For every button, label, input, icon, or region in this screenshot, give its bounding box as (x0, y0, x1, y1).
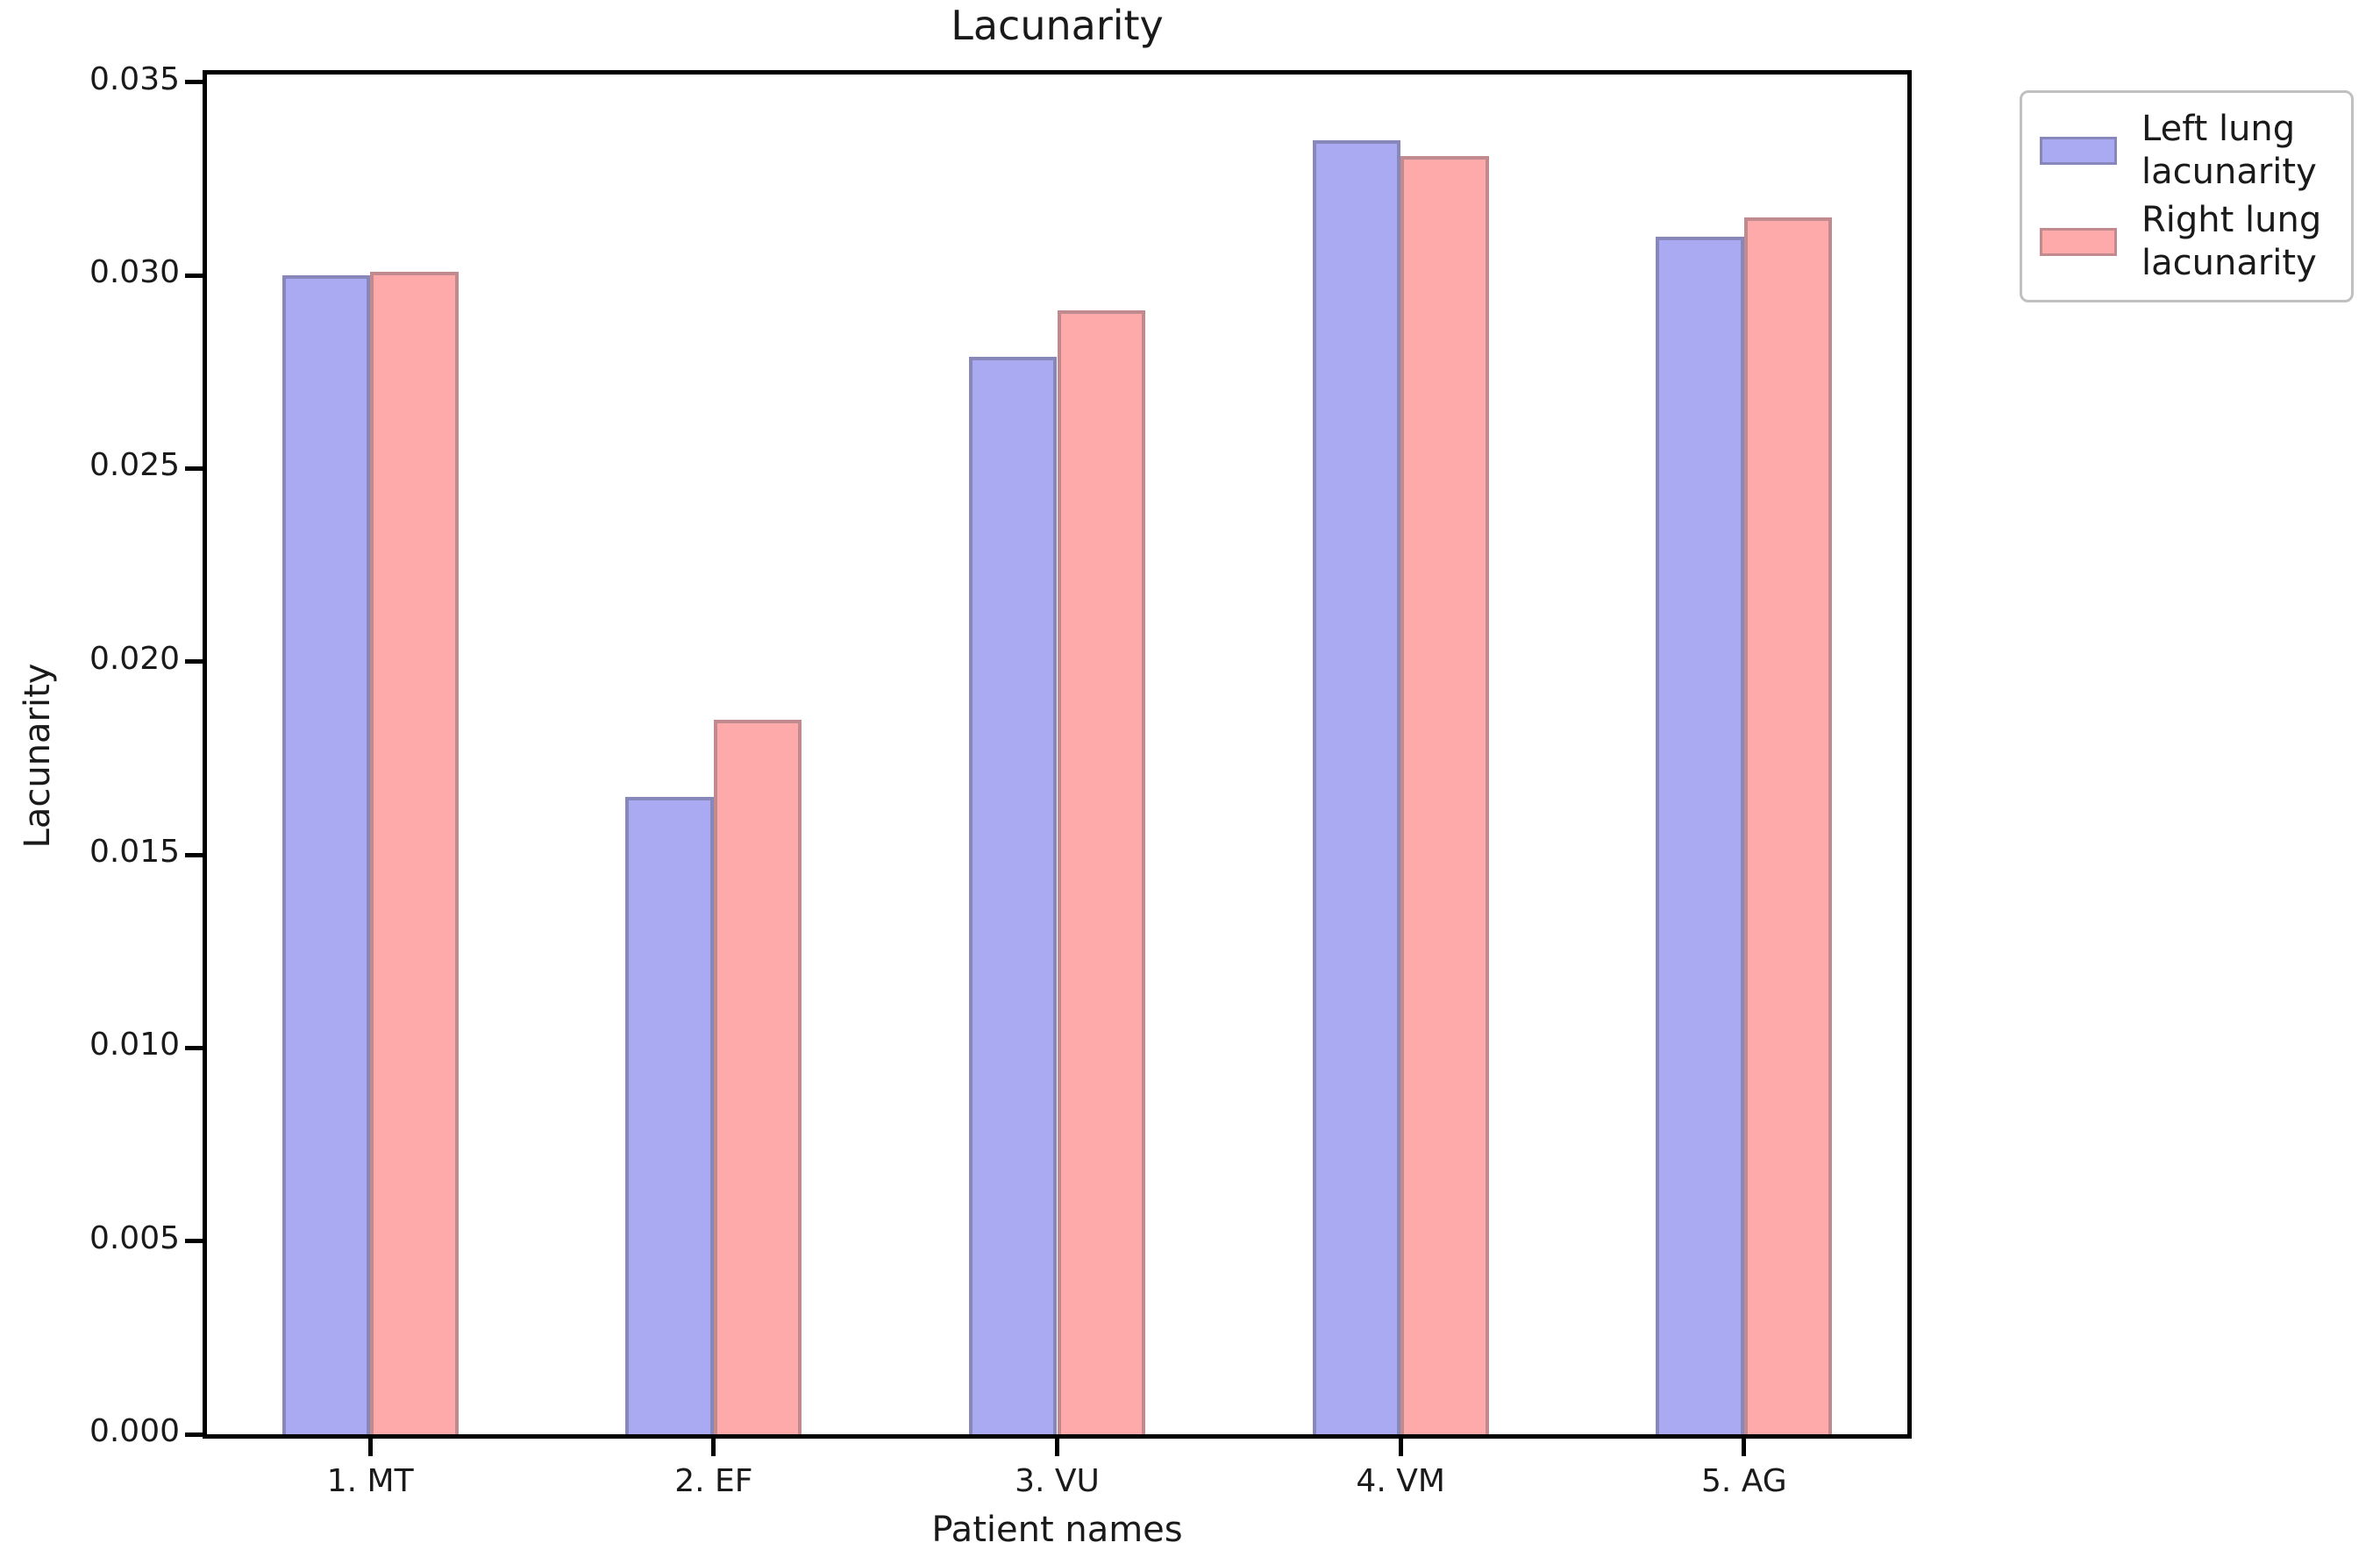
x-tick-mark (1055, 1439, 1059, 1456)
legend-entry-right-lung: Right lung lacunarity (2040, 199, 2334, 285)
y-tick-label: 0.030 (89, 254, 180, 291)
y-axis-label: Lacunarity (18, 663, 58, 849)
bar-left-lung (625, 796, 714, 1434)
x-tick-mark (1398, 1439, 1403, 1456)
bar-left-lung (969, 356, 1058, 1434)
x-tick-label: 4. VM (1356, 1463, 1445, 1499)
x-tick-mark (711, 1439, 716, 1456)
y-tick-label: 0.025 (89, 447, 180, 484)
y-tick-label: 0.005 (89, 1219, 180, 1256)
bar-right-lung (1743, 217, 1833, 1434)
x-tick-label: 2. EF (674, 1463, 753, 1499)
bar-left-lung (1312, 139, 1401, 1434)
x-tick-label: 1. MT (326, 1463, 414, 1499)
y-tick-mark (185, 1432, 203, 1437)
y-tick-mark (185, 273, 203, 278)
bar-left-lung (1656, 237, 1744, 1434)
legend-swatch (2040, 228, 2117, 256)
bar-left-lung (281, 275, 371, 1434)
y-tick-mark (185, 466, 203, 471)
y-tick-mark (185, 80, 203, 85)
legend-label: Left lung lacunarity (2141, 109, 2317, 192)
y-tick-mark (185, 659, 203, 665)
x-tick-mark (1742, 1439, 1747, 1456)
legend-swatch (2040, 137, 2117, 165)
x-tick-label: 3. VU (1015, 1463, 1100, 1499)
bar-right-lung (1400, 155, 1489, 1434)
legend: Left lung lacunarity Right lung lacunarit… (2020, 90, 2354, 302)
y-tick-label: 0.035 (89, 60, 180, 97)
y-tick-mark (185, 1045, 203, 1050)
y-tick-mark (185, 1239, 203, 1244)
bar-right-lung (1057, 309, 1145, 1434)
chart-title: Lacunarity (951, 2, 1164, 49)
y-tick-label: 0.010 (89, 1027, 180, 1063)
y-tick-mark (185, 852, 203, 857)
legend-entry-left-lung: Left lung lacunarity (2040, 108, 2334, 194)
x-axis-label: Patient names (931, 1510, 1183, 1550)
y-tick-label: 0.020 (89, 640, 180, 677)
x-tick-mark (367, 1439, 373, 1456)
bar-right-lung (713, 719, 802, 1434)
bar-right-lung (370, 271, 459, 1434)
x-tick-label: 5. AG (1701, 1463, 1787, 1499)
legend-label: Right lung lacunarity (2141, 200, 2322, 283)
y-tick-label: 0.015 (89, 834, 180, 871)
y-tick-label: 0.000 (89, 1413, 180, 1449)
